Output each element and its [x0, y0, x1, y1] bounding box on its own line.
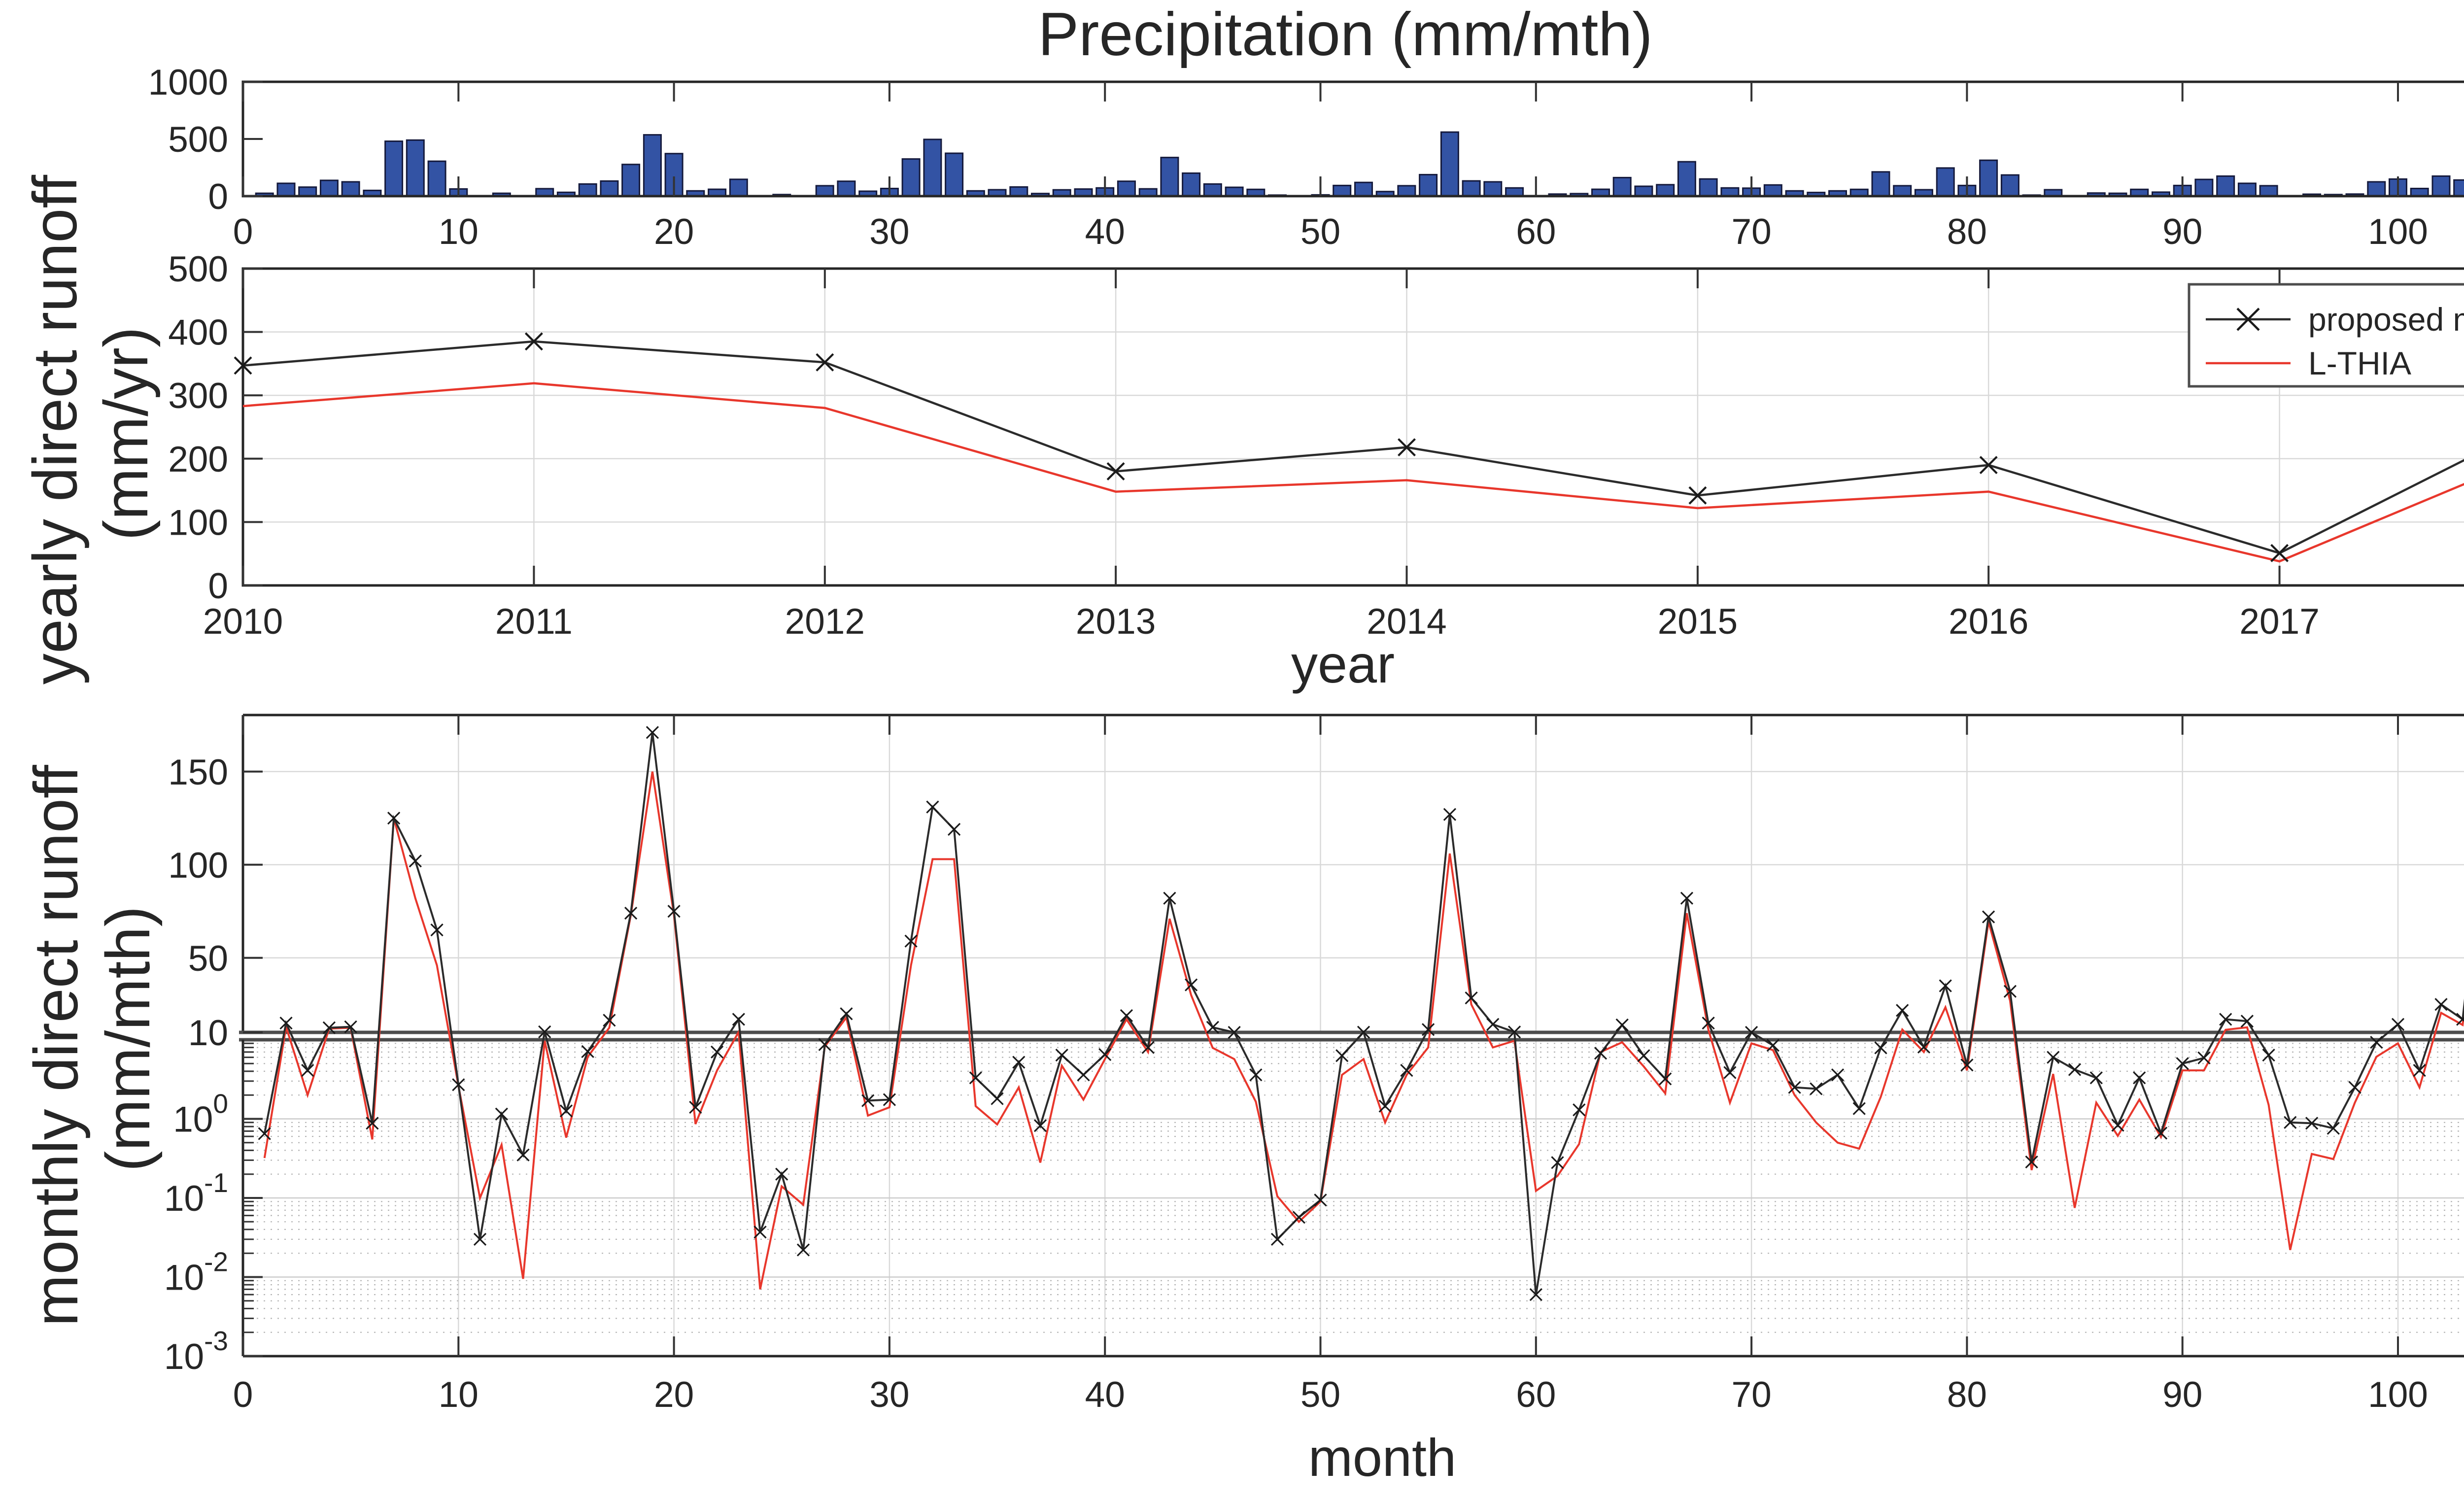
svg-text:proposed model: proposed model	[2308, 301, 2464, 338]
svg-text:10: 10	[188, 1013, 228, 1053]
svg-text:10: 10	[439, 1375, 479, 1415]
svg-text:100: 100	[168, 503, 228, 543]
svg-text:100: 100	[2368, 1375, 2428, 1415]
svg-text:30: 30	[869, 212, 909, 252]
svg-text:10: 10	[439, 212, 479, 252]
svg-text:60: 60	[1516, 1375, 1556, 1415]
svg-text:0: 0	[208, 177, 228, 217]
svg-text:0: 0	[233, 1375, 253, 1415]
svg-text:500: 500	[168, 120, 228, 160]
svg-text:year: year	[1291, 634, 1395, 694]
svg-text:40: 40	[1085, 212, 1125, 252]
svg-text:150: 150	[168, 752, 228, 792]
svg-text:2014: 2014	[1367, 602, 1446, 642]
svg-text:2016: 2016	[1949, 602, 2028, 642]
svg-text:40: 40	[1085, 1375, 1125, 1415]
svg-text:0: 0	[208, 566, 228, 606]
svg-text:30: 30	[869, 1375, 909, 1415]
svg-text:300: 300	[168, 376, 228, 416]
svg-text:2011: 2011	[495, 602, 573, 642]
svg-text:2017: 2017	[2239, 602, 2319, 642]
svg-text:yearly direct runoff: yearly direct runoff	[20, 174, 90, 684]
svg-text:500: 500	[168, 249, 228, 289]
svg-text:2010: 2010	[203, 602, 283, 642]
svg-text:(mm/mth): (mm/mth)	[93, 906, 163, 1172]
svg-text:2015: 2015	[1658, 602, 1738, 642]
svg-text:Precipitation (mm/mth): Precipitation (mm/mth)	[1038, 0, 1652, 68]
svg-text:80: 80	[1947, 1375, 1987, 1415]
svg-text:L-THIA: L-THIA	[2308, 345, 2411, 381]
svg-text:400: 400	[168, 313, 228, 353]
svg-text:0: 0	[233, 212, 253, 252]
svg-text:100: 100	[2368, 212, 2428, 252]
svg-text:100: 100	[168, 846, 228, 886]
svg-text:monthly direct runoff: monthly direct runoff	[21, 764, 91, 1326]
svg-text:2012: 2012	[785, 602, 865, 642]
svg-text:1000: 1000	[148, 63, 228, 102]
svg-text:60: 60	[1516, 212, 1556, 252]
svg-text:90: 90	[2162, 1375, 2202, 1415]
svg-text:70: 70	[1731, 212, 1771, 252]
svg-text:90: 90	[2162, 212, 2202, 252]
svg-text:20: 20	[654, 212, 694, 252]
svg-text:(mm/yr): (mm/yr)	[91, 327, 161, 541]
svg-text:month: month	[1308, 1428, 1456, 1487]
svg-text:50: 50	[1300, 212, 1340, 252]
svg-text:20: 20	[654, 1375, 694, 1415]
svg-text:50: 50	[188, 939, 228, 979]
svg-text:200: 200	[168, 440, 228, 479]
svg-text:2013: 2013	[1076, 602, 1156, 642]
svg-text:80: 80	[1947, 212, 1987, 252]
svg-text:70: 70	[1731, 1375, 1771, 1415]
svg-text:50: 50	[1300, 1375, 1340, 1415]
